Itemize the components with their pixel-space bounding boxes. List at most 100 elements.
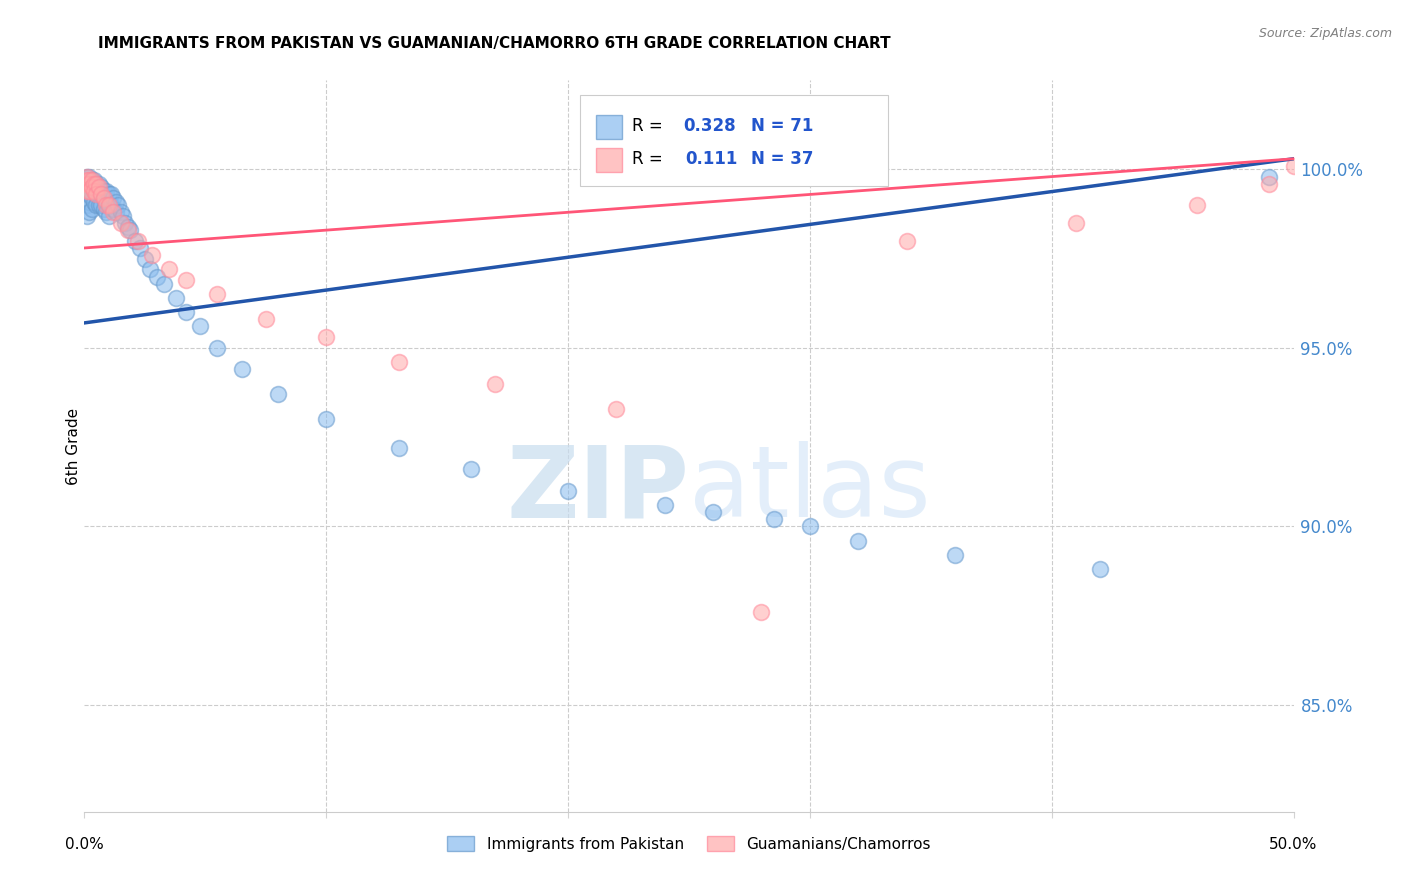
Point (94, 198, 117, 212)
Point (77, 205, 100, 219)
Point (76, 169, 98, 184)
Point (90, 187, 112, 202)
Point (83, 173, 105, 187)
Point (896, 234, 918, 248)
Point (97, 198, 120, 212)
Point (83, 184, 105, 198)
Text: IMMIGRANTS FROM PAKISTAN VS GUAMANIAN/CHAMORRO 6TH GRADE CORRELATION CHART: IMMIGRANTS FROM PAKISTAN VS GUAMANIAN/CH… (98, 36, 891, 51)
Point (90, 198, 112, 212)
Point (762, 512, 785, 526)
Point (86, 198, 108, 212)
Point (117, 219, 139, 234)
Point (103, 191, 125, 205)
Text: R =: R = (633, 150, 673, 168)
Point (77, 194, 100, 209)
Point (83, 194, 105, 209)
Text: Source: ZipAtlas.com: Source: ZipAtlas.com (1258, 27, 1392, 40)
Point (141, 248, 163, 262)
Point (153, 277, 176, 291)
Point (94, 184, 117, 198)
Point (138, 262, 160, 277)
Text: atlas: atlas (689, 442, 931, 539)
Point (83, 184, 105, 198)
Point (174, 273, 197, 287)
Point (97, 209, 120, 223)
Point (231, 362, 253, 376)
Point (90, 180, 112, 194)
Point (117, 223, 139, 237)
Point (93, 184, 115, 198)
Point (87, 180, 110, 194)
Point (146, 269, 169, 284)
Point (100, 187, 122, 202)
Point (654, 498, 676, 512)
Text: R =: R = (633, 117, 668, 135)
Point (76, 173, 98, 187)
Text: 50.0%: 50.0% (1270, 837, 1317, 852)
Point (93, 191, 115, 205)
Point (107, 198, 129, 212)
Point (77, 177, 100, 191)
Point (157, 262, 180, 277)
Point (76, 198, 98, 212)
Point (90, 187, 112, 202)
Point (80, 184, 103, 198)
Point (87, 198, 110, 212)
Point (80, 202, 103, 216)
Bar (596, 115, 623, 139)
Y-axis label: 6th Grade: 6th Grade (66, 408, 80, 484)
Point (77, 177, 100, 191)
Point (76, 177, 98, 191)
Text: N = 71: N = 71 (751, 117, 813, 135)
Text: 0.0%: 0.0% (65, 837, 104, 852)
Point (80, 173, 103, 187)
Point (190, 319, 212, 334)
Point (129, 241, 152, 255)
Point (110, 216, 132, 230)
Point (77, 173, 100, 187)
Point (1258, 177, 1281, 191)
Point (77, 187, 100, 202)
Point (80, 173, 103, 187)
Point (207, 287, 229, 301)
Point (388, 355, 411, 369)
Point (134, 252, 156, 266)
Point (86, 177, 108, 191)
Text: 0.328: 0.328 (683, 117, 735, 135)
Point (267, 387, 290, 401)
Text: 0.111: 0.111 (685, 150, 738, 168)
Text: N = 37: N = 37 (751, 150, 813, 168)
Point (76, 169, 98, 184)
Point (846, 533, 869, 548)
Point (80, 191, 103, 205)
Point (77, 184, 100, 198)
Point (174, 305, 197, 319)
Point (83, 177, 105, 191)
Point (799, 519, 821, 533)
Point (76, 209, 98, 223)
Point (124, 234, 146, 248)
Point (127, 234, 149, 248)
Point (97, 198, 120, 212)
Point (460, 462, 482, 476)
Point (605, 401, 627, 416)
Point (1185, 198, 1208, 212)
Point (1258, 169, 1281, 184)
Point (315, 330, 337, 344)
Point (80, 180, 103, 194)
Point (94, 205, 117, 219)
Point (100, 198, 122, 212)
Point (114, 216, 136, 230)
Point (1088, 562, 1111, 576)
Point (484, 376, 506, 391)
Point (103, 202, 125, 216)
Point (76, 187, 98, 202)
Point (104, 205, 127, 219)
Point (557, 483, 579, 498)
Point (87, 187, 110, 202)
Point (120, 223, 142, 237)
Point (76, 177, 98, 191)
Bar (596, 148, 623, 171)
Point (77, 169, 100, 184)
Point (165, 291, 187, 305)
